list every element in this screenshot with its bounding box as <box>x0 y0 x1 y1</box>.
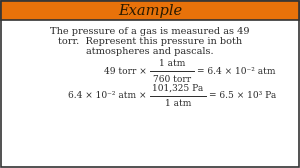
Text: 1 atm: 1 atm <box>165 99 191 109</box>
Text: torr.  Represent this pressure in both: torr. Represent this pressure in both <box>58 37 242 47</box>
Text: = 6.4 × 10⁻² atm: = 6.4 × 10⁻² atm <box>197 67 275 75</box>
Text: atmospheres and pascals.: atmospheres and pascals. <box>86 48 214 56</box>
Text: Example: Example <box>118 4 182 17</box>
Text: 1 atm: 1 atm <box>159 58 185 68</box>
Text: 49 torr ×: 49 torr × <box>104 67 147 75</box>
Text: 6.4 × 10⁻² atm ×: 6.4 × 10⁻² atm × <box>68 92 147 100</box>
Text: 101,325 Pa: 101,325 Pa <box>152 83 204 93</box>
Text: 760 torr: 760 torr <box>153 74 191 83</box>
Text: The pressure of a gas is measured as 49: The pressure of a gas is measured as 49 <box>50 28 250 36</box>
Text: = 6.5 × 10³ Pa: = 6.5 × 10³ Pa <box>209 92 276 100</box>
Bar <box>1 1 299 20</box>
